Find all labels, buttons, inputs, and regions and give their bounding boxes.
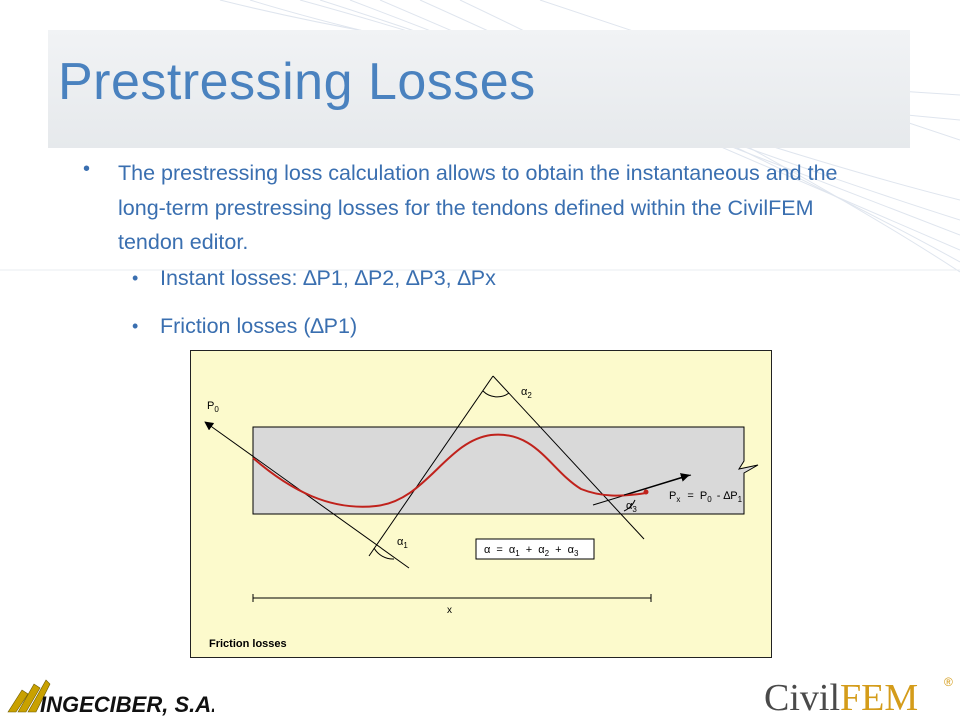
tangent-line bbox=[492, 375, 645, 540]
alpha-sum-equation: α = α1 + α2 + α3 bbox=[484, 544, 579, 559]
bullet-marker: • bbox=[132, 268, 139, 288]
alpha2-label: α bbox=[521, 386, 528, 398]
ingeciber-wordmark: INGECIBER, S.A. bbox=[40, 692, 214, 717]
px-arrow bbox=[623, 473, 690, 496]
title-band bbox=[48, 30, 910, 148]
px-equation: Px = P0 - ∆P1 bbox=[669, 490, 743, 505]
registered-mark: ® bbox=[944, 675, 953, 689]
sub-bullet-friction-losses: Friction losses (∆P1) bbox=[160, 314, 358, 338]
svg-text:α2: α2 bbox=[521, 386, 532, 400]
civilfem-logo: CivilFEM ® bbox=[764, 675, 953, 719]
tangent-line bbox=[368, 375, 494, 557]
svg-text:CivilFEM: CivilFEM bbox=[764, 677, 918, 719]
figure-caption: Friction losses bbox=[209, 638, 287, 650]
friction-losses-diagram: P0 α1 α2 α3 Px = P0 - ∆P1 α = α1 + α2 + … bbox=[190, 350, 772, 658]
civilfem-fem: FEM bbox=[840, 677, 918, 719]
ingeciber-logo: INGECIBER, S.A. bbox=[7, 679, 214, 717]
alpha1-label: α bbox=[397, 536, 404, 548]
x-label: x bbox=[447, 605, 452, 616]
bullet-marker: • bbox=[132, 316, 139, 336]
svg-text:α1: α1 bbox=[397, 536, 408, 550]
civilfem-civil: Civil bbox=[764, 677, 840, 719]
bullet-marker: • bbox=[83, 158, 91, 180]
tendon-curve bbox=[252, 433, 647, 508]
svg-text:α3: α3 bbox=[626, 500, 637, 514]
bullet-main: The prestressing loss calculation allows… bbox=[118, 161, 838, 254]
alpha-sum-box bbox=[475, 538, 595, 560]
tangent-line bbox=[592, 474, 692, 506]
slide-title: Prestressing Losses bbox=[58, 53, 536, 111]
sub-bullet-instant-losses: Instant losses: ∆P1, ∆P2, ∆P3, ∆Px bbox=[160, 266, 496, 290]
p0-sub: 0 bbox=[214, 405, 219, 414]
p0-label: P bbox=[207, 400, 214, 412]
svg-text:P0: P0 bbox=[207, 400, 219, 414]
alpha3-label: α bbox=[626, 500, 633, 512]
